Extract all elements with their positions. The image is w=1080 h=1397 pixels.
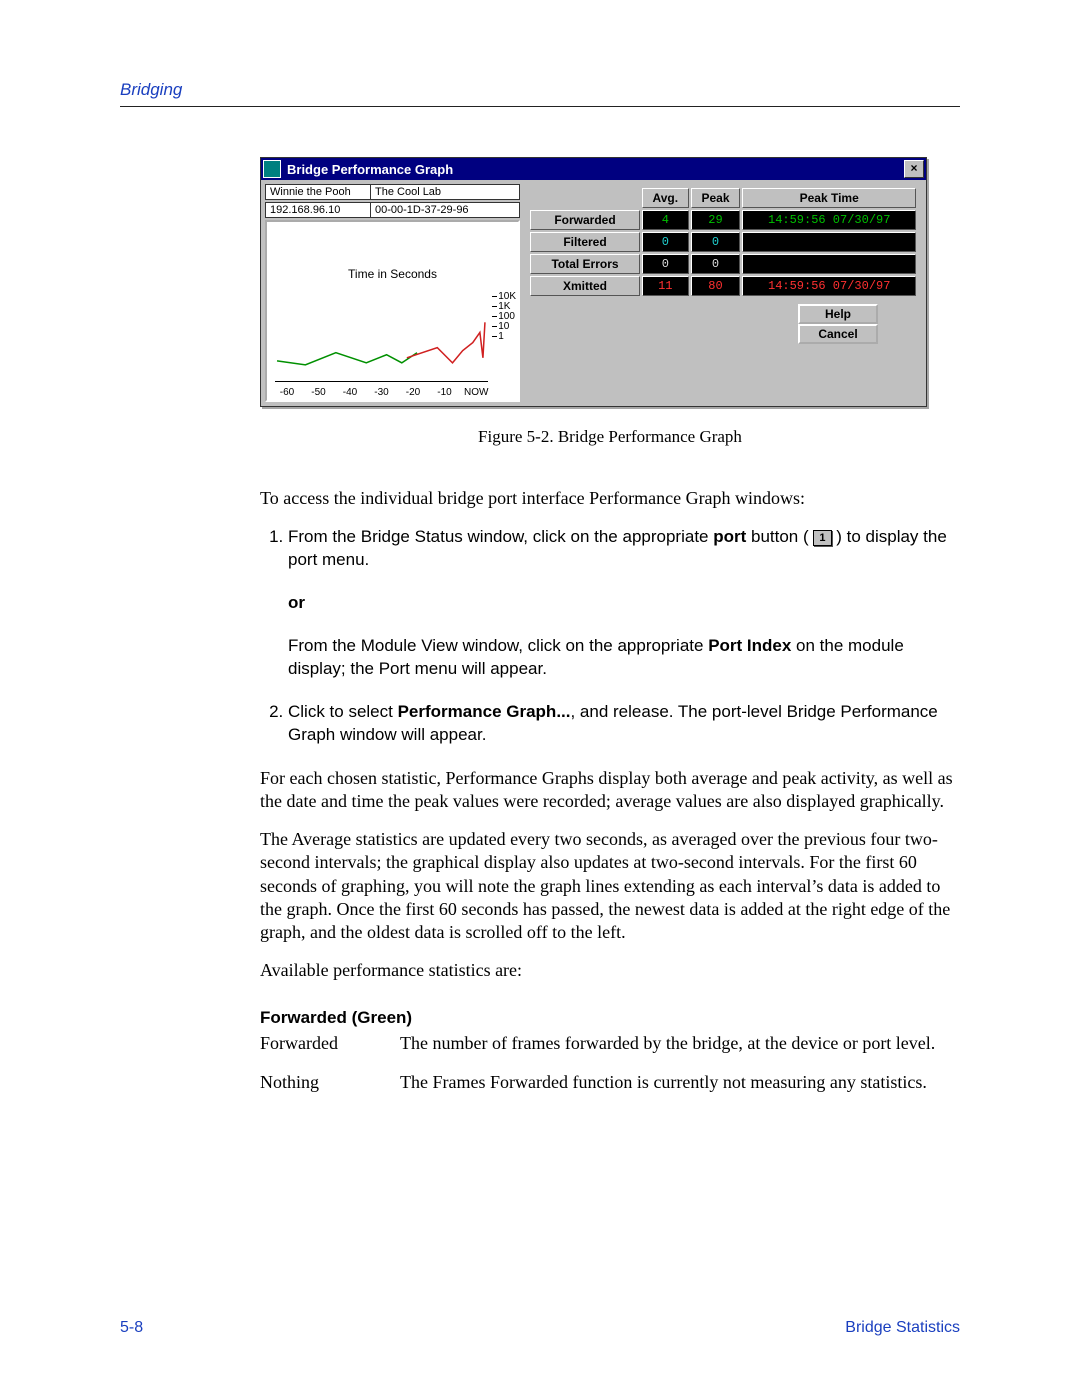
section-heading: Forwarded (Green) [260,1008,960,1028]
graph-x-axis [275,381,488,382]
ytick: 1 [492,332,516,342]
graph-title: Time in Seconds [267,267,518,281]
xtick: -10 [433,387,457,398]
paragraph: The Average statistics are updated every… [260,828,960,945]
cancel-button[interactable]: Cancel [798,324,878,344]
step-bold: Port Index [708,636,791,655]
close-icon[interactable]: × [904,160,924,178]
steps-list: From the Bridge Status window, click on … [260,526,960,747]
row-label[interactable]: Forwarded [530,210,640,230]
xtick: NOW [464,387,488,398]
step-1b: From the Module View window, click on th… [288,635,960,681]
xtick: -20 [401,387,425,398]
xtick: -40 [338,387,362,398]
step-1: From the Bridge Status window, click on … [288,526,960,681]
step-bold: Performance Graph... [398,702,571,721]
col-peak: Peak [691,188,741,208]
app-icon [263,160,281,178]
graph-svg [275,302,488,373]
definition-list: Forwarded The number of frames forwarded… [260,1032,960,1095]
cell-time [742,254,916,274]
table-row: Forwarded 4 29 14:59:56 07/30/97 [530,210,916,230]
series-red [407,322,485,363]
footer-page-number: 5-8 [120,1319,143,1337]
header-rule [120,106,960,107]
graph-x-labels: -60 -50 -40 -30 -20 -10 NOW [275,387,488,398]
cell-avg: 11 [642,276,689,296]
intro-paragraph: To access the individual bridge port int… [260,487,960,510]
table-row: Xmitted 11 80 14:59:56 07/30/97 [530,276,916,296]
step-or: or [288,592,960,615]
step-text: From the Module View window, click on th… [288,636,708,655]
cell-peak: 80 [691,276,741,296]
cell-time: 14:59:56 07/30/97 [742,276,916,296]
window-titlebar: Bridge Performance Graph × [261,158,926,180]
page-header: Bridging [120,80,960,100]
cell-peak: 0 [691,232,741,252]
col-avg: Avg. [642,188,689,208]
xtick: -30 [370,387,394,398]
row-label[interactable]: Xmitted [530,276,640,296]
table-row: Filtered 0 0 [530,232,916,252]
cell-avg: 4 [642,210,689,230]
cell-time: 14:59:56 07/30/97 [742,210,916,230]
ytick: 10 [492,322,516,332]
info-location: The Cool Lab [370,184,520,200]
footer-section: Bridge Statistics [845,1319,960,1337]
step-text: From the Bridge Status window, click on … [288,527,713,546]
def-term: Nothing [260,1071,390,1094]
cell-peak: 0 [691,254,741,274]
figure-wrap: Bridge Performance Graph × Winnie the Po… [260,157,960,447]
xtick: -50 [307,387,331,398]
figure-caption: Figure 5-2. Bridge Performance Graph [260,427,960,447]
step-text: Click to select [288,702,398,721]
row-label[interactable]: Total Errors [530,254,640,274]
cell-time [742,232,916,252]
cell-avg: 0 [642,254,689,274]
col-peaktime: Peak Time [742,188,916,208]
info-mac: 00-00-1D-37-29-96 [370,202,520,218]
def-text: The Frames Forwarded function is current… [400,1071,960,1094]
table-row: Total Errors 0 0 [530,254,916,274]
cell-avg: 0 [642,232,689,252]
info-ip: 192.168.96.10 [265,202,370,218]
cell-peak: 29 [691,210,741,230]
stats-table: Avg. Peak Peak Time Forwarded 4 29 14:59… [528,186,918,298]
window-title: Bridge Performance Graph [287,162,453,177]
help-button[interactable]: Help [798,304,878,324]
port-button-icon: 1 [813,530,831,546]
step-bold: port [713,527,746,546]
bridge-perf-window: Bridge Performance Graph × Winnie the Po… [260,157,927,407]
step-2: Click to select Performance Graph..., an… [288,701,960,747]
page-footer: 5-8 Bridge Statistics [120,1319,960,1337]
series-green [277,353,417,365]
row-label[interactable]: Filtered [530,232,640,252]
graph-area: Time in Seconds 10K 1K 100 10 1 [265,220,520,402]
def-text: The number of frames forwarded by the br… [400,1032,960,1055]
info-name: Winnie the Pooh [265,184,370,200]
xtick: -60 [275,387,299,398]
def-term: Forwarded [260,1032,390,1055]
paragraph: Available performance statistics are: [260,959,960,982]
paragraph: For each chosen statistic, Performance G… [260,767,960,814]
step-text: button ( [746,527,813,546]
graph-y-labels: 10K 1K 100 10 1 [492,292,516,342]
